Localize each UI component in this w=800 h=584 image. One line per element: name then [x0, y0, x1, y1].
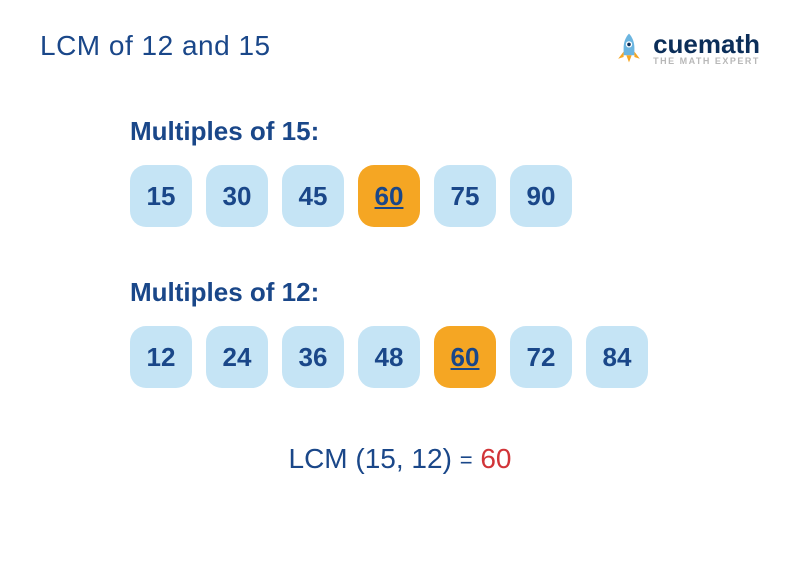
header: LCM of 12 and 15 cuemath THE MATH EXPERT: [40, 30, 760, 66]
chip: 45: [282, 165, 344, 227]
logo-main: cuemath: [653, 31, 760, 57]
result-value: 60: [480, 443, 511, 474]
section-title: Multiples of 15:: [130, 116, 760, 147]
chips-row: 12243648607284: [130, 326, 760, 388]
section-title: Multiples of 12:: [130, 277, 760, 308]
logo-text: cuemath THE MATH EXPERT: [653, 31, 760, 66]
chip: 36: [282, 326, 344, 388]
chip: 84: [586, 326, 648, 388]
logo-sub: THE MATH EXPERT: [653, 57, 760, 66]
result-label: LCM (15, 12): [289, 443, 452, 474]
logo: cuemath THE MATH EXPERT: [611, 30, 760, 66]
chips-row: 153045607590: [130, 165, 760, 227]
chip: 90: [510, 165, 572, 227]
result: LCM (15, 12) = 60: [40, 443, 760, 475]
chip: 24: [206, 326, 268, 388]
page-title: LCM of 12 and 15: [40, 30, 271, 62]
chip: 72: [510, 326, 572, 388]
multiples-section: Multiples of 15: 153045607590: [130, 116, 760, 227]
chip-highlight: 60: [358, 165, 420, 227]
chip: 48: [358, 326, 420, 388]
chip: 12: [130, 326, 192, 388]
multiples-section: Multiples of 12: 12243648607284: [130, 277, 760, 388]
chip-highlight: 60: [434, 326, 496, 388]
sections-container: Multiples of 15:153045607590Multiples of…: [40, 116, 760, 388]
chip: 30: [206, 165, 268, 227]
chip: 75: [434, 165, 496, 227]
chip: 15: [130, 165, 192, 227]
result-eq: =: [460, 448, 473, 473]
rocket-icon: [611, 30, 647, 66]
